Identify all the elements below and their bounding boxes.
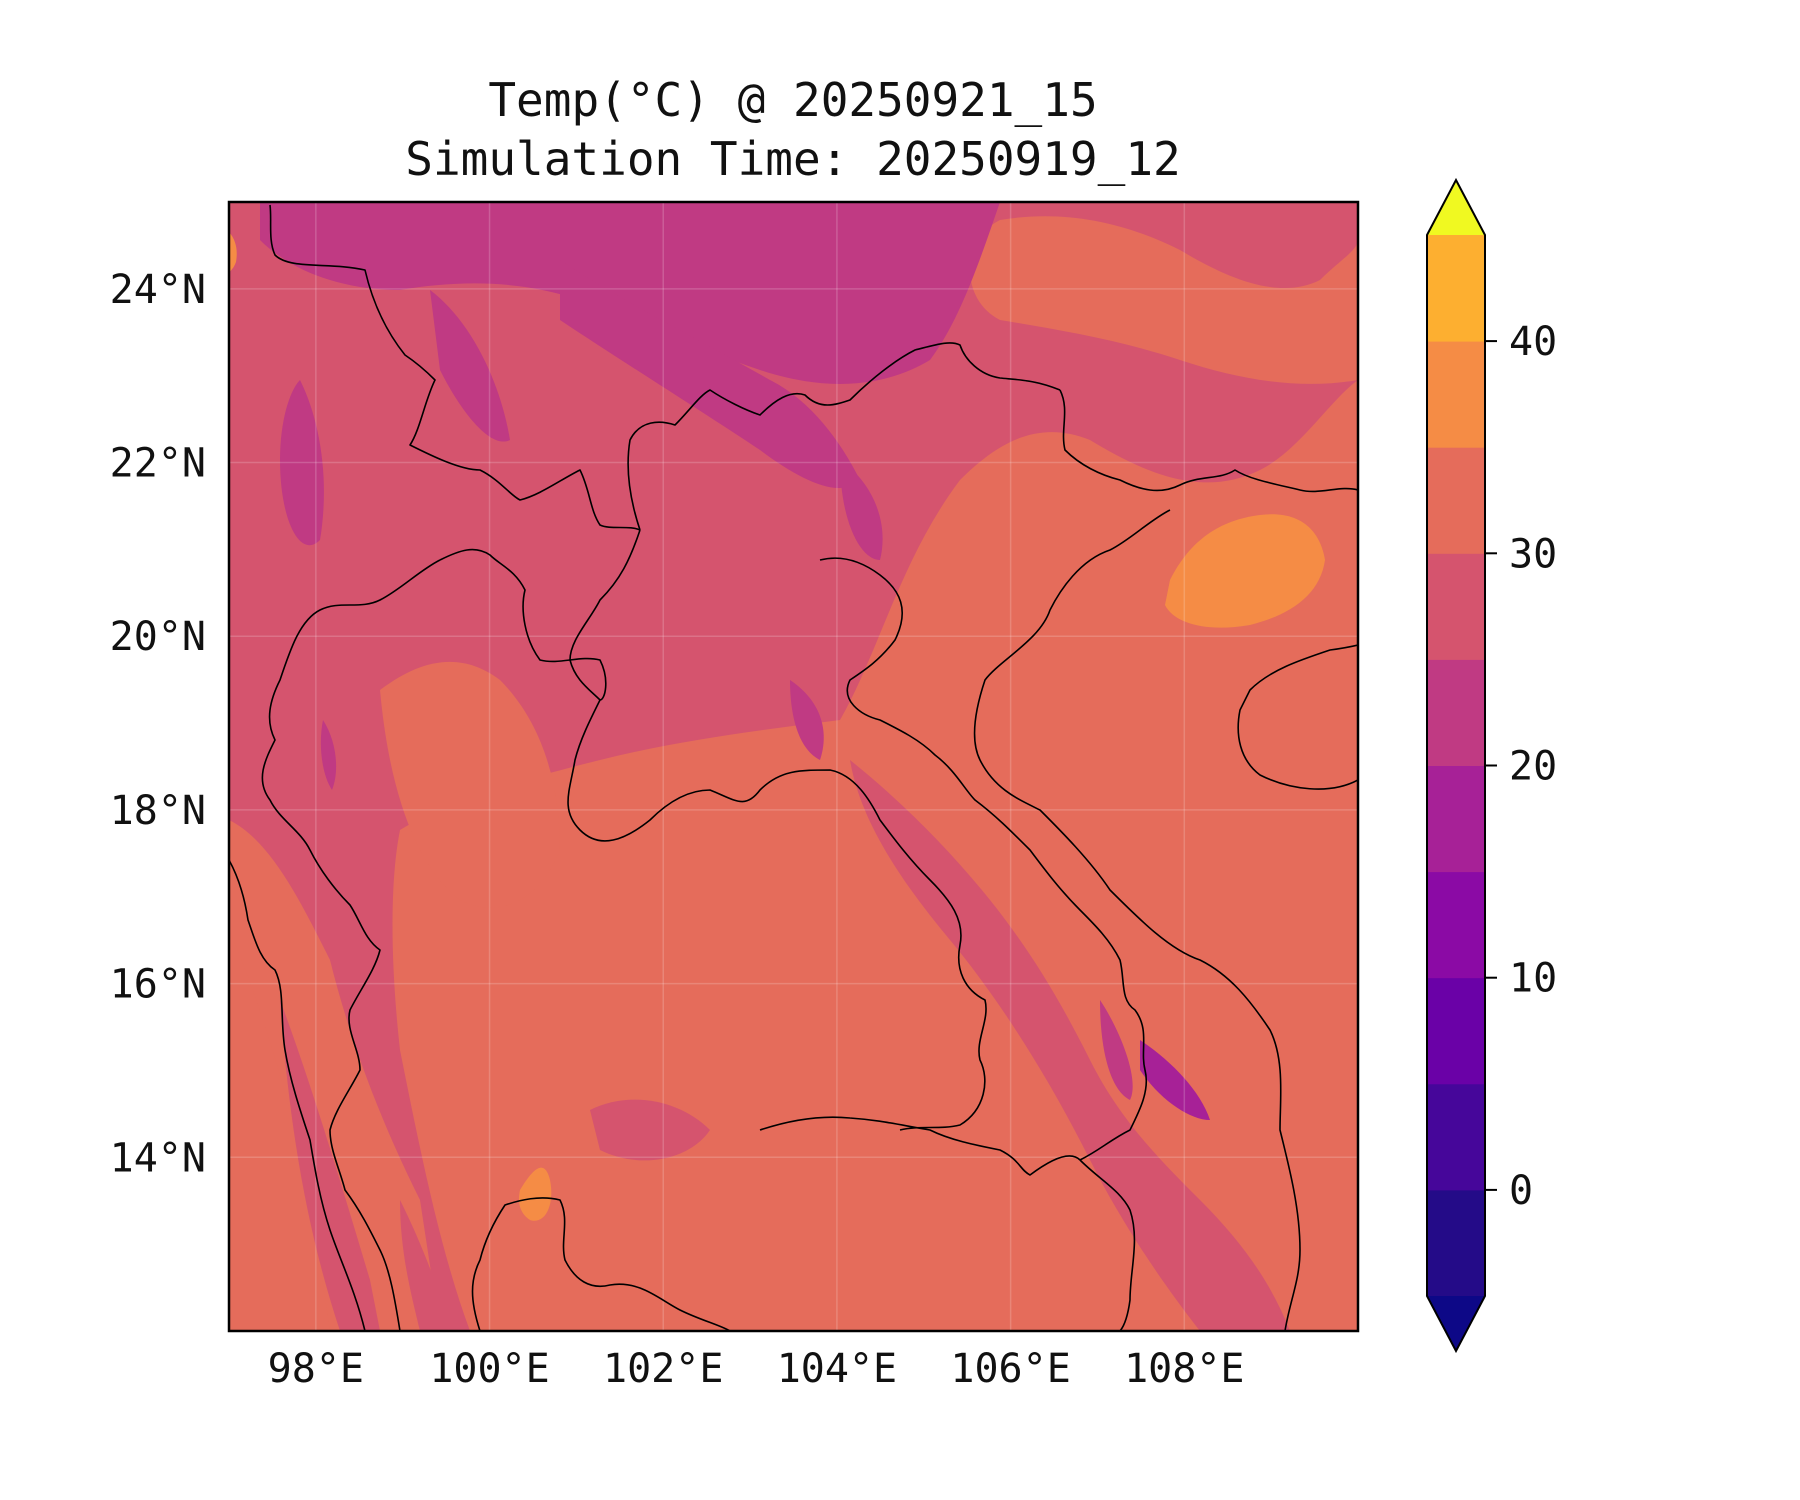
x-tick-label: 100°E bbox=[429, 1346, 549, 1392]
region-cool-ridge-1 bbox=[560, 260, 860, 489]
region-warm-upper-east bbox=[970, 216, 1358, 384]
border-myanmar-laos bbox=[439, 548, 607, 701]
border-china-vietnam bbox=[1059, 389, 1358, 493]
coastlines-borders bbox=[229, 204, 1358, 1331]
border-thailand-myanmar bbox=[261, 559, 441, 1331]
colorbar-extend-max bbox=[1427, 180, 1485, 235]
map-panel bbox=[229, 202, 1358, 1331]
region-mid-southwest bbox=[400, 1200, 450, 1331]
title-line-2: Simulation Time: 20250919_12 bbox=[405, 132, 1180, 186]
colorbar-tick-label: 0 bbox=[1509, 1168, 1533, 1214]
region-cool-ridge-2 bbox=[280, 380, 324, 546]
border-myanmar-china bbox=[269, 204, 641, 531]
region-mid-laos bbox=[850, 760, 1290, 1331]
colorbar-tick-label: 20 bbox=[1509, 744, 1557, 790]
region-hot-west-edge bbox=[229, 232, 237, 272]
colorbar-segment bbox=[1427, 977, 1485, 1085]
x-tick-label: 106°E bbox=[950, 1346, 1070, 1392]
colorbar-tick-label: 40 bbox=[1509, 319, 1557, 365]
temperature-field bbox=[229, 202, 1358, 1331]
colorbar: 0 10 20 30 40 bbox=[1426, 177, 1557, 1354]
region-cool-laos-2 bbox=[790, 680, 824, 760]
y-tick-label: 22°N bbox=[110, 441, 206, 487]
x-tick-label: 102°E bbox=[603, 1346, 723, 1392]
region-cool-north bbox=[260, 202, 1000, 384]
region-cool-western-strip bbox=[320, 720, 337, 790]
y-tick-label: 14°N bbox=[110, 1135, 206, 1181]
map-frame bbox=[227, 200, 1360, 1333]
y-axis-labels: 24°N 22°N 20°N 18°N 16°N 14°N bbox=[110, 267, 206, 1181]
border-cambodia-vietnam bbox=[1079, 1159, 1136, 1331]
colorbar-segment bbox=[1427, 235, 1485, 342]
y-tick-label: 16°N bbox=[110, 962, 206, 1008]
x-tick-label: 98°E bbox=[268, 1346, 364, 1392]
y-tick-label: 24°N bbox=[110, 267, 206, 313]
colorbar-segment bbox=[1427, 447, 1485, 554]
region-cool-vietnam-central bbox=[1140, 1040, 1210, 1120]
y-tick-label: 20°N bbox=[110, 614, 206, 660]
border-laos-china bbox=[627, 342, 1061, 531]
border-thailand-cambodia bbox=[759, 1116, 1081, 1176]
colorbar-segment bbox=[1427, 659, 1485, 766]
x-axis-labels: 98°E 100°E 102°E 104°E 106°E 108°E bbox=[268, 1346, 1245, 1392]
region-warm-west-strip bbox=[229, 930, 330, 1331]
coast-gulf-of-thailand bbox=[471, 1197, 731, 1331]
border-laos-vietnam bbox=[819, 557, 1148, 1161]
title-line-1: Temp(°C) @ 20250921_15 bbox=[488, 73, 1097, 127]
region-mid-west bbox=[280, 1000, 380, 1331]
y-tick-label: 18°N bbox=[110, 788, 206, 834]
colorbar-tick-label: 10 bbox=[1509, 956, 1557, 1002]
region-cool-ridge-3 bbox=[430, 290, 510, 442]
region-mid-cambodia-n bbox=[590, 1099, 710, 1161]
region-hot-gulf-of-tonkin bbox=[1165, 514, 1325, 628]
x-tick-label: 108°E bbox=[1124, 1346, 1244, 1392]
region-warm-plateau bbox=[380, 661, 560, 908]
colorbar-extend-min bbox=[1427, 1296, 1485, 1351]
border-thailand-laos bbox=[567, 529, 987, 1131]
region-cool-vietnam-south bbox=[1100, 1000, 1133, 1100]
colorbar-segment bbox=[1427, 871, 1485, 979]
colorbar-segment bbox=[1427, 553, 1485, 660]
coast-tonkin bbox=[973, 509, 1301, 1331]
gridlines bbox=[229, 202, 1358, 1331]
x-tick-label: 104°E bbox=[777, 1346, 897, 1392]
colorbar-outline bbox=[1426, 177, 1486, 1354]
colorbar-tick-label: 30 bbox=[1509, 531, 1557, 577]
coast-andaman bbox=[229, 859, 366, 1331]
colorbar-segment bbox=[1427, 341, 1485, 448]
colorbar-segment bbox=[1427, 1189, 1485, 1297]
region-warm-central bbox=[392, 380, 1358, 1331]
colorbar-segment bbox=[1427, 765, 1485, 873]
region-hot-south-patch bbox=[519, 1167, 552, 1221]
region-cool-laos-1 bbox=[840, 460, 883, 560]
colorbar-segment bbox=[1427, 1083, 1485, 1191]
